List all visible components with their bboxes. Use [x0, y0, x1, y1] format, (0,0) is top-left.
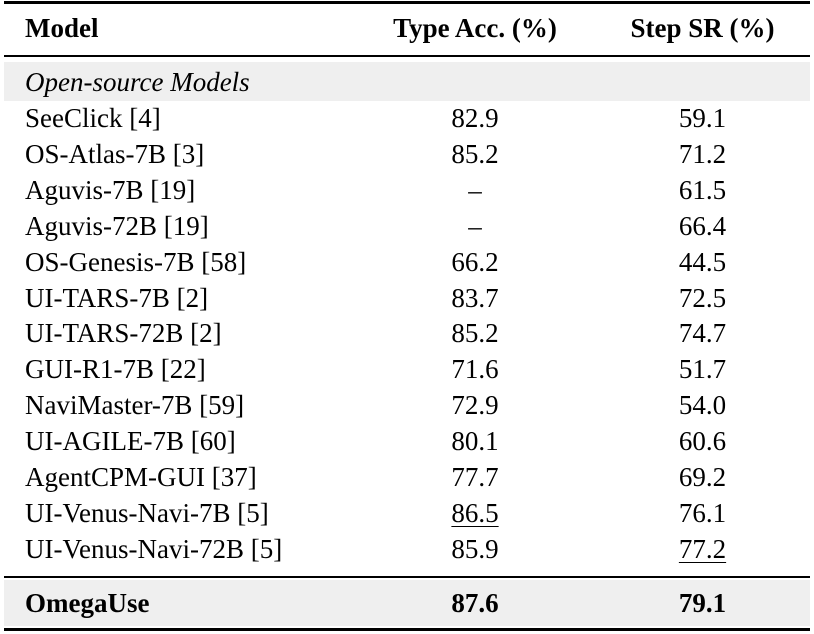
type-acc-cell: 87.6	[451, 588, 499, 618]
type-acc-cell: –	[468, 210, 482, 241]
type-acc-cell: 71.6	[451, 354, 499, 385]
cell-text: 77.2	[678, 533, 727, 564]
type-acc-cell: 72.9	[451, 390, 499, 421]
step-sr-cell: 59.1	[678, 103, 727, 133]
type-acc-cell: 80.1	[451, 426, 499, 457]
model-cell: UI-Venus-Navi-7B [5]	[25, 497, 269, 528]
type-acc-cell: 85.9	[451, 533, 499, 564]
step-sr-cell: 60.6	[678, 426, 727, 457]
section-label: Open-source Models	[25, 67, 250, 97]
model-cell: UI-AGILE-7B [60]	[25, 426, 236, 457]
model-cell: UI-TARS-72B [2]	[25, 318, 222, 349]
cell-text: 86.5	[451, 497, 499, 528]
model-cell: OS-Genesis-7B [58]	[25, 246, 247, 277]
type-acc-cell: 66.2	[451, 246, 499, 277]
model-cell: OmegaUse	[25, 588, 150, 618]
model-cell: GUI-R1-7B [22]	[25, 354, 206, 385]
section-band	[4, 62, 810, 101]
step-sr-cell: 77.2	[610, 531, 795, 567]
step-sr-cell: 76.1	[678, 497, 727, 528]
step-sr-cell: 79.1	[678, 588, 727, 618]
step-sr-cell: 72.5	[678, 282, 727, 313]
type-acc-cell: 77.7	[451, 462, 499, 492]
final-band	[4, 580, 810, 626]
model-cell: NaviMaster-7B [59]	[25, 390, 245, 421]
step-sr-cell: 66.4	[678, 210, 727, 241]
step-sr-cell: 54.0	[678, 390, 727, 421]
type-acc-cell: 83.7	[451, 282, 499, 313]
model-cell: UI-TARS-7B [2]	[25, 282, 209, 313]
type-acc-cell: 85.2	[451, 138, 499, 169]
type-acc-cell: 85.2	[451, 318, 499, 349]
header-rule	[4, 55, 810, 57]
model-cell: OS-Atlas-7B [3]	[25, 138, 205, 169]
model-cell: UI-Venus-Navi-72B [5]	[25, 533, 283, 564]
step-sr-cell: 51.7	[678, 354, 727, 385]
model-cell: Aguvis-72B [19]	[25, 210, 209, 241]
model-cell: Aguvis-7B [19]	[25, 174, 196, 205]
bottom-rule	[4, 628, 810, 631]
top-rule	[4, 1, 810, 4]
step-sr-cell: 71.2	[678, 138, 727, 169]
step-sr-cell: 69.2	[678, 462, 727, 492]
step-sr-cell: 74.7	[678, 318, 727, 349]
model-cell: SeeClick [4]	[25, 103, 161, 133]
step-sr-cell: 61.5	[678, 174, 727, 205]
step-sr-cell: 44.5	[678, 246, 727, 277]
type-acc-cell: 82.9	[451, 103, 499, 133]
header-cell: Step SR (%)	[630, 13, 775, 43]
type-acc-cell: 86.5	[375, 495, 575, 531]
model-cell: AgentCPM-GUI [37]	[25, 462, 257, 492]
final-rule	[4, 576, 810, 578]
header-cell: Type Acc. (%)	[393, 13, 557, 43]
header-cell: Model	[25, 13, 99, 43]
type-acc-cell: –	[468, 174, 482, 205]
